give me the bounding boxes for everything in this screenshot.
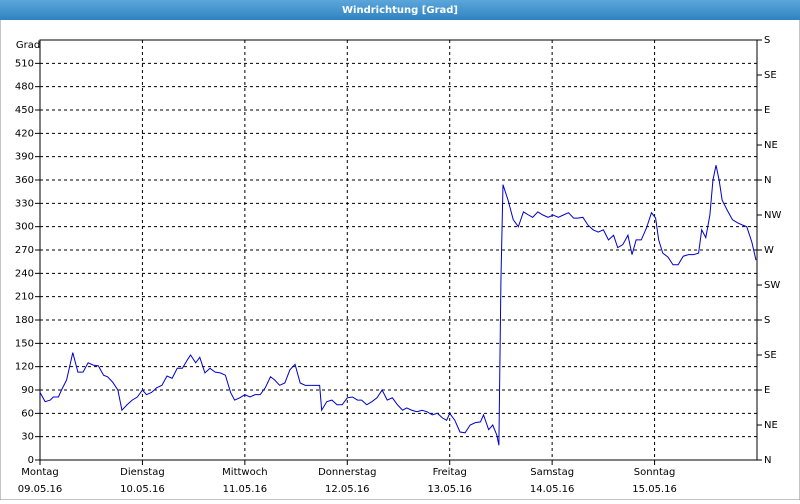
y2-tick-label: SE (764, 350, 777, 361)
x-tick-label: Montag (21, 467, 58, 478)
y2-tick-label: SW (764, 280, 780, 291)
x-tick-date: 13.05.16 (427, 484, 472, 495)
x-tick-label: Freitag (433, 467, 467, 478)
title-bar (0, 0, 800, 20)
y-tick-label: 300 (15, 222, 34, 233)
y2-tick-label: N (764, 455, 771, 466)
y-tick-label: 480 (15, 82, 34, 93)
y-tick-label: 270 (15, 245, 34, 256)
x-tick-date: 09.05.16 (18, 484, 63, 495)
y-tick-label: 510 (15, 58, 34, 69)
y-tick-label: 360 (15, 175, 34, 186)
y-tick-label: 60 (21, 408, 34, 419)
window-title: Windrichtung [Grad] (342, 5, 458, 16)
y-tick-label: 180 (15, 315, 34, 326)
x-tick-label: Donnerstag (318, 467, 376, 478)
x-tick-label: Mittwoch (222, 467, 267, 478)
y-tick-label: 0 (28, 455, 34, 466)
y-axis-label: Grad (16, 40, 40, 51)
plot-frame (39, 39, 758, 461)
y2-tick-label: S (764, 315, 770, 326)
y2-tick-label: NE (764, 420, 778, 431)
y2-tick-label: NW (764, 210, 781, 221)
x-tick-date: 15.05.16 (632, 484, 677, 495)
data-line (39, 165, 757, 446)
y2-tick-label: NE (764, 140, 778, 151)
y2-tick-label: SE (764, 70, 777, 81)
y2-tick-label: W (764, 245, 774, 256)
x-tick-date: 10.05.16 (120, 484, 165, 495)
y-tick-label: 450 (15, 105, 34, 116)
y-tick-label: 390 (15, 152, 34, 163)
y2-tick-label: E (764, 385, 770, 396)
y2-tick-label: S (764, 35, 770, 46)
x-tick-label: Samstag (530, 467, 574, 478)
x-tick-date: 14.05.16 (530, 484, 575, 495)
x-tick-date: 11.05.16 (223, 484, 268, 495)
y-tick-label: 330 (15, 198, 34, 209)
y-tick-label: 90 (21, 385, 34, 396)
y-tick-label: 420 (15, 128, 34, 139)
y2-tick-label: E (764, 105, 770, 116)
x-tick-label: Dienstag (120, 467, 165, 478)
y-tick-label: 240 (15, 268, 34, 279)
y-tick-label: 30 (21, 432, 34, 443)
y-tick-label: 150 (15, 338, 34, 349)
y2-tick-label: N (764, 175, 771, 186)
y-tick-label: 210 (15, 292, 34, 303)
x-tick-date: 12.05.16 (325, 484, 370, 495)
x-tick-label: Sonntag (634, 467, 676, 478)
y-tick-label: 120 (15, 362, 34, 373)
